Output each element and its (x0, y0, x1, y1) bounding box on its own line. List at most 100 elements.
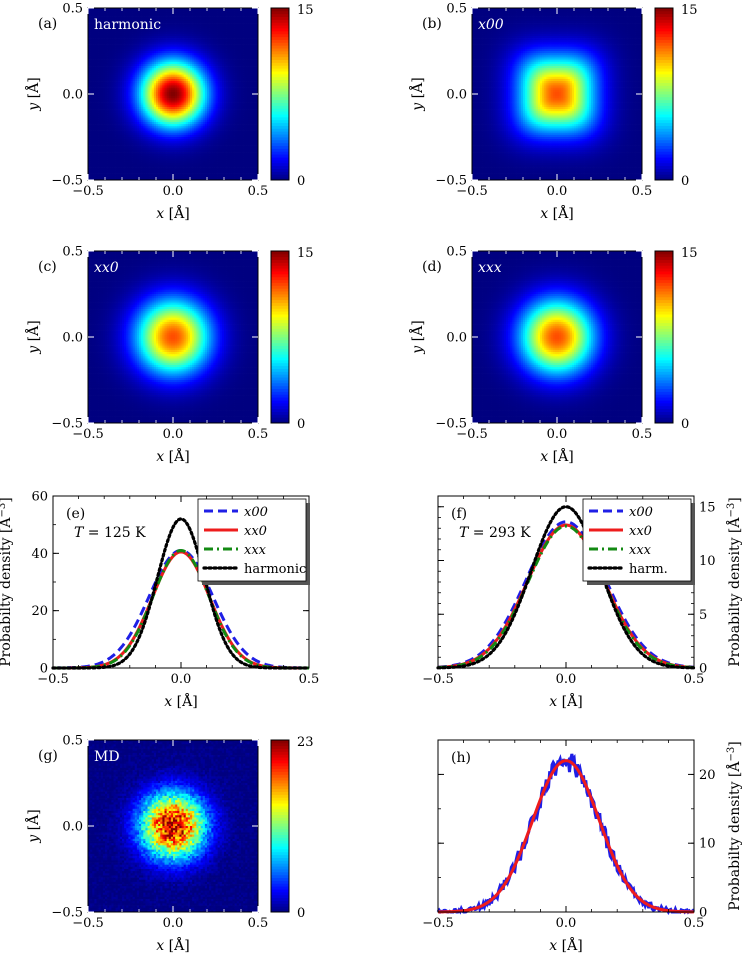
heatmap-cell (145, 47, 147, 50)
heatmap-cell (192, 32, 194, 35)
heatmap-cell (220, 40, 222, 43)
heatmap-cell (252, 38, 254, 41)
heatmap-cell (111, 34, 113, 37)
heatmap-cell (179, 10, 181, 13)
heatmap-cell (190, 27, 192, 30)
heatmap-cell (220, 45, 222, 48)
heatmap-cell (237, 40, 239, 43)
heatmap-cell (220, 34, 222, 37)
heatmap-cell (139, 45, 141, 48)
heatmap-cell (175, 25, 177, 28)
heatmap-cell (165, 27, 167, 30)
heatmap-cell (186, 17, 188, 20)
heatmap-cell (118, 12, 120, 15)
heatmap-cell (235, 19, 237, 22)
heatmap-cell (101, 38, 103, 41)
heatmap-cell (101, 40, 103, 43)
heatmap-cell (90, 17, 92, 20)
heatmap-cell (211, 25, 213, 28)
heatmap-cell (254, 27, 256, 30)
heatmap-cell (179, 25, 181, 28)
heatmap-cell (254, 32, 256, 35)
heatmap-cell (126, 34, 128, 37)
heatmap-cell (137, 34, 139, 37)
heatmap-cell (252, 10, 254, 13)
heatmap-cell (222, 23, 224, 26)
heatmap-cell (211, 42, 213, 45)
heatmap-cell (230, 38, 232, 41)
heatmap-cell (92, 12, 94, 15)
heatmap-cell (179, 27, 181, 30)
heatmap-cell (205, 17, 207, 20)
heatmap-cell (205, 32, 207, 35)
heatmap-cell (203, 36, 205, 39)
heatmap-cell (233, 34, 235, 37)
heatmap-cell (230, 32, 232, 35)
heatmap-cell (211, 23, 213, 26)
heatmap-cell (171, 17, 173, 20)
heatmap-cell (162, 27, 164, 30)
heatmap-cell (141, 45, 143, 48)
heatmap-cell (107, 10, 109, 13)
heatmap-cell (199, 40, 201, 43)
heatmap-cell (199, 27, 201, 30)
heatmap-cell (139, 36, 141, 39)
heatmap-cell (243, 17, 245, 20)
heatmap-cell (171, 14, 173, 17)
heatmap-cell (190, 21, 192, 24)
heatmap-cell (169, 27, 171, 30)
heatmap-cell (213, 21, 215, 24)
heatmap-cell (243, 36, 245, 39)
heatmap-cell (250, 14, 252, 17)
heatmap-cell (209, 36, 211, 39)
heatmap-cell (209, 45, 211, 48)
heatmap-cell (230, 19, 232, 22)
heatmap-cell (203, 12, 205, 15)
heatmap-cell (137, 42, 139, 45)
heatmap-cell (118, 42, 120, 45)
heatmap-cell (239, 21, 241, 24)
heatmap-cell (218, 32, 220, 35)
heatmap-cell (105, 40, 107, 43)
heatmap-cell (209, 30, 211, 33)
heatmap-cell (143, 10, 145, 13)
heatmap-cell (165, 47, 167, 50)
heatmap-cell (243, 27, 245, 30)
heatmap-cell (114, 45, 116, 48)
heatmap-cell (152, 47, 154, 50)
heatmap-cell (99, 12, 101, 15)
heatmap-cell (235, 21, 237, 24)
heatmap-cell (150, 12, 152, 15)
heatmap-cell (158, 42, 160, 45)
heatmap-cell (245, 25, 247, 28)
heatmap-cell (203, 23, 205, 26)
heatmap-cell (103, 12, 105, 15)
heatmap-cell (99, 10, 101, 13)
heatmap-cell (109, 40, 111, 43)
heatmap-cell (184, 42, 186, 45)
heatmap-cell (90, 45, 92, 48)
heatmap-cell (211, 14, 213, 17)
heatmap-cell (192, 10, 194, 13)
heatmap-cell (224, 23, 226, 26)
heatmap-cell (131, 36, 133, 39)
heatmap-cell (139, 47, 141, 50)
heatmap-cell (228, 34, 230, 37)
heatmap-cell (239, 38, 241, 41)
heatmap-cell (226, 21, 228, 24)
heatmap-cell (190, 45, 192, 48)
heatmap-cell (116, 38, 118, 41)
heatmap-cell (241, 42, 243, 45)
heatmap-cell (152, 38, 154, 41)
heatmap-cell (216, 19, 218, 22)
heatmap-cell (252, 34, 254, 37)
heatmap-cell (120, 12, 122, 15)
heatmap-cell (177, 10, 179, 13)
heatmap-cell (177, 17, 179, 20)
heatmap-cell (175, 17, 177, 20)
heatmap-cell (222, 42, 224, 45)
heatmap-cell (114, 38, 116, 41)
heatmap-cell (239, 19, 241, 22)
heatmap-cell (196, 38, 198, 41)
heatmap-cell (105, 34, 107, 37)
